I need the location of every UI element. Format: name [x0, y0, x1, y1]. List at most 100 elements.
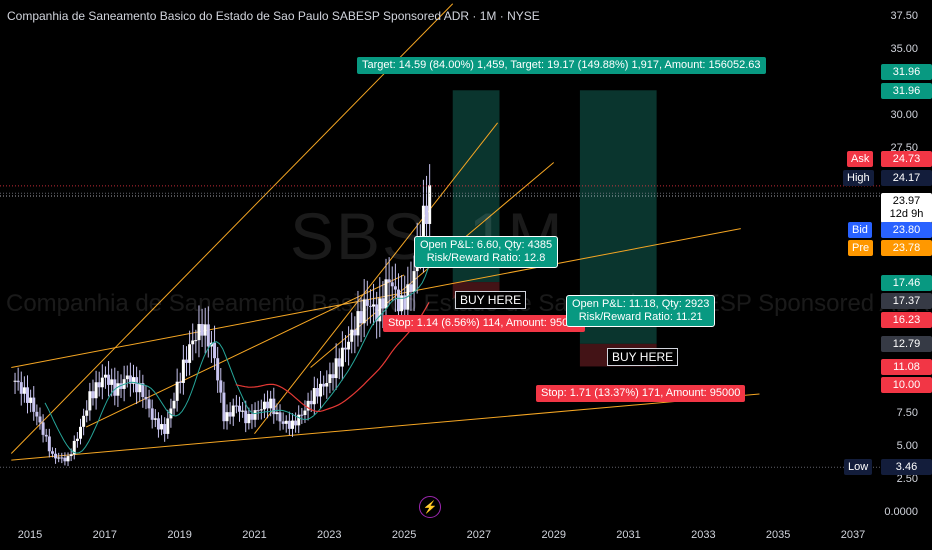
candle-body — [13, 380, 17, 382]
candle-body — [219, 380, 223, 393]
candle-body — [390, 282, 394, 287]
candle-body — [57, 457, 61, 459]
candle-body — [32, 397, 36, 412]
bar-countdown: 12d 9h — [889, 208, 924, 220]
open-pnl-box-1[interactable]: Open P&L: 6.60, Qty: 4385 Risk/Reward Ra… — [414, 236, 559, 268]
buy-here-label-1[interactable]: BUY HERE — [455, 291, 527, 309]
slow-moving-average — [235, 302, 430, 412]
candle-body — [66, 456, 70, 462]
channel-line-2 — [10, 3, 454, 454]
pre-price-badge: 23.78 — [881, 240, 932, 256]
candle-body — [191, 340, 195, 345]
candle-body — [79, 426, 83, 439]
candle-body — [384, 279, 388, 309]
candle-body — [200, 324, 204, 336]
channel-line-1 — [11, 228, 741, 368]
candle-body — [107, 374, 111, 385]
candle-body — [131, 377, 135, 384]
candle-body — [315, 388, 319, 397]
candle-body — [35, 411, 39, 417]
candle-body — [113, 379, 117, 396]
candle-body — [225, 412, 229, 422]
candle-body — [213, 342, 217, 359]
grey-price-badge-1: 17.37 — [881, 293, 932, 309]
candle-body — [381, 298, 385, 309]
candle-body — [244, 410, 248, 424]
candle-body — [337, 358, 341, 367]
candle-body — [72, 440, 76, 455]
candle-body — [169, 408, 173, 419]
candle-body — [188, 344, 192, 363]
price-tick-label: 30.00 — [890, 109, 918, 122]
candle-body — [241, 410, 245, 412]
candle-body — [290, 420, 294, 429]
candle-body — [216, 358, 220, 381]
open-pnl-1: Open P&L: 6.60, Qty: 4385 — [420, 239, 553, 251]
candle-body — [231, 405, 235, 417]
lightning-bolt-icon[interactable]: ⚡ — [419, 496, 441, 518]
time-tick-label: 2029 — [541, 529, 566, 541]
candle-body — [347, 341, 351, 350]
time-tick-label: 2019 — [167, 529, 192, 541]
time-tick-label: 2023 — [317, 529, 342, 541]
candle-body — [100, 377, 104, 388]
price-tick-label: 7.50 — [896, 406, 918, 419]
price-tick-label: 37.50 — [890, 10, 918, 22]
candle-body — [144, 396, 148, 400]
candle-body — [400, 295, 404, 312]
candle-body — [184, 359, 188, 363]
red-price-badge-1: 16.23 — [881, 312, 932, 328]
candle-body — [306, 400, 310, 411]
stop-label-1[interactable]: Stop: 1.14 (6.56%) 114, Amount: 95000 — [383, 315, 586, 332]
candle-body — [128, 375, 132, 384]
high-label: High — [843, 170, 874, 186]
candle-body — [181, 359, 185, 383]
target-label[interactable]: Target: 14.59 (84.00%) 1,459, Target: 19… — [357, 57, 766, 74]
candle-body — [29, 397, 33, 403]
price-tick-label: 35.00 — [890, 43, 918, 56]
time-tick-label: 2033 — [691, 529, 716, 541]
candle-body — [287, 420, 291, 429]
candle-body — [393, 286, 397, 290]
open-pnl-box-2[interactable]: Open P&L: 11.18, Qty: 2923 Risk/Reward R… — [566, 295, 716, 327]
candle-body — [54, 453, 58, 459]
time-tick-label: 2025 — [391, 529, 417, 541]
candle-body — [228, 412, 232, 417]
candle-body — [284, 420, 288, 424]
candle-body — [175, 381, 179, 401]
candle-body — [160, 424, 164, 430]
candle-body — [234, 405, 238, 407]
stop-label-2[interactable]: Stop: 1.71 (13.37%) 171, Amount: 95000 — [536, 385, 746, 402]
candle-body — [91, 391, 95, 399]
candle-body — [253, 410, 257, 420]
price-tick-label: 2.50 — [896, 472, 918, 485]
candle-body — [44, 434, 48, 437]
red-price-badge-3: 10.00 — [881, 377, 932, 393]
buy-here-label-2[interactable]: BUY HERE — [607, 348, 679, 366]
candle-body — [197, 324, 201, 341]
candle-body — [247, 413, 251, 424]
candle-body — [156, 418, 160, 430]
candle-body — [150, 408, 154, 420]
candle-body — [331, 374, 335, 379]
candle-body — [138, 383, 142, 393]
candle-body — [365, 299, 369, 306]
candle-body — [50, 451, 54, 454]
candle-body — [350, 329, 354, 342]
candle-body — [403, 295, 407, 310]
candle-body — [375, 304, 379, 322]
ask-label: Ask — [847, 151, 874, 167]
candle-body — [356, 311, 360, 336]
target-price-badge-2: 31.96 — [881, 83, 932, 99]
candle-body — [141, 383, 145, 397]
candle-body — [125, 375, 129, 380]
candle-body — [312, 388, 316, 405]
candle-body — [38, 416, 42, 423]
candle-body — [206, 324, 210, 347]
candle-body — [396, 289, 400, 312]
chart-title: Companhia de Saneamento Basico do Estado… — [7, 9, 540, 23]
candle-body — [172, 400, 176, 409]
channel-line-3 — [254, 122, 499, 434]
time-tick-label: 2021 — [242, 529, 267, 541]
